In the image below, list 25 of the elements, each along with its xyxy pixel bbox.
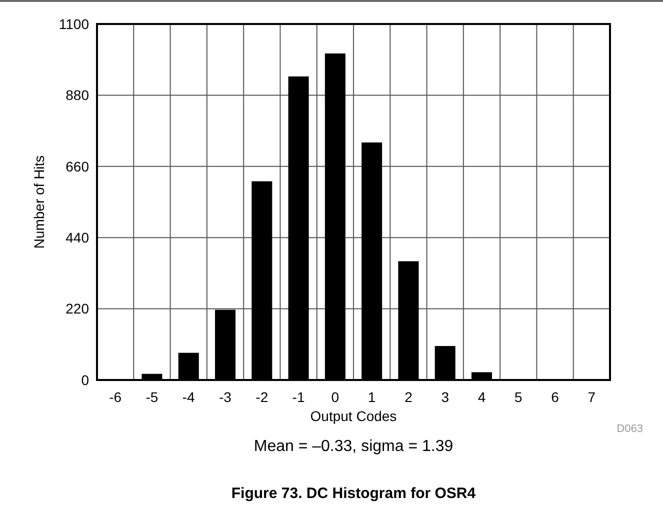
y-tick-label: 880	[66, 87, 90, 104]
y-tick-label: 660	[66, 158, 90, 174]
x-tick-label: 3	[441, 389, 450, 405]
x-tick-label: -2	[256, 389, 268, 405]
x-tick-label: -5	[146, 389, 158, 405]
x-tick-label: 0	[331, 389, 340, 405]
x-tick-label: -1	[292, 389, 305, 405]
x-tick-label: 6	[551, 389, 560, 405]
x-tick-label: 7	[588, 389, 596, 405]
x-tick-label: -3	[219, 389, 232, 405]
x-tick-label: 1	[368, 389, 376, 405]
x-tick-label: -6	[109, 389, 122, 405]
x-tick-label: 4	[478, 389, 486, 405]
y-tick-label: 220	[66, 300, 90, 317]
y-axis-title: Number of Hits	[31, 155, 47, 249]
x-tick-label: 2	[404, 389, 413, 405]
x-tick-label: 5	[514, 389, 522, 405]
text: D063	[616, 423, 643, 435]
x-tick-label: -4	[182, 389, 196, 405]
y-tick-label: 1100	[58, 16, 90, 32]
text: Mean = –0.33, sigma = 1.39	[254, 438, 454, 455]
y-tick-label: 440	[66, 230, 90, 246]
y-tick-label: 0	[81, 372, 90, 388]
text: Figure 73. DC Histogram for OSR4	[231, 485, 476, 502]
x-axis-title: Output Codes	[310, 408, 397, 424]
